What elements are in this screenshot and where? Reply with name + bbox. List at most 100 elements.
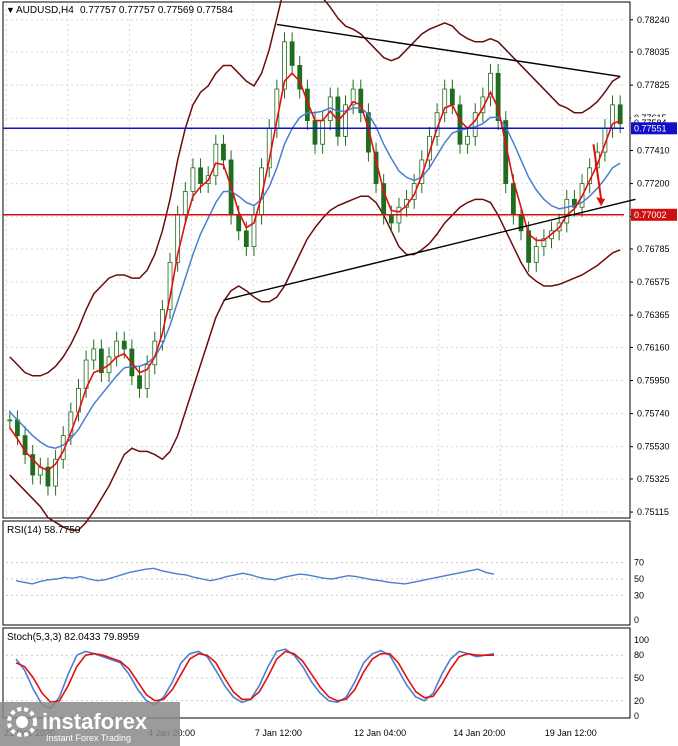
- candle-body: [297, 65, 303, 90]
- time-tick-label: 7 Jan 12:00: [255, 728, 302, 738]
- indicator-tick-label: 80: [634, 650, 644, 660]
- price-tick-label: 0.75115: [637, 507, 669, 517]
- candle-body: [236, 214, 242, 232]
- indicator-tick-label: 50: [634, 673, 644, 683]
- bollinger-lower-line: [9, 195, 621, 531]
- triangle-lower-line: [223, 198, 636, 301]
- stoch-label: Stoch(5,3,3) 82.0433 79.8959: [7, 632, 140, 643]
- candle-body: [198, 167, 203, 184]
- ohlc-label: 0.77757 0.77757 0.77569 0.77584: [80, 5, 233, 16]
- candle-body: [472, 112, 478, 137]
- candle-body: [366, 112, 371, 153]
- candle-body: [45, 466, 51, 487]
- price-tag-resistance: 0.77551: [634, 123, 667, 133]
- price-tag-resistance-bg: [631, 122, 677, 135]
- time-tick-label: 12 Jan 04:00: [354, 728, 406, 738]
- indicator-tick-label: 70: [634, 558, 644, 568]
- candle-body: [449, 88, 455, 106]
- candle-body: [510, 183, 516, 216]
- symbol-label: AUDUSD,H4: [16, 5, 74, 16]
- candle-body: [518, 214, 524, 232]
- candle-body: [343, 104, 348, 137]
- price-axis: 0.782400.780350.778250.776150.774100.772…: [630, 15, 677, 517]
- indicator-tick-label: 20: [634, 696, 644, 706]
- indicator-tick-label: 100: [634, 635, 649, 645]
- logo-gear-icon: [7, 707, 37, 737]
- candle-body: [465, 135, 470, 145]
- candle-body: [388, 214, 394, 224]
- candle-body: [541, 238, 547, 248]
- rsi-panel: [2, 520, 631, 626]
- candle-body: [121, 340, 127, 350]
- price-tag-support-bg: [631, 208, 677, 221]
- candle-body: [617, 104, 623, 125]
- candle-body: [335, 96, 341, 137]
- candle-body: [564, 198, 570, 224]
- candle-body: [7, 419, 13, 422]
- candle-body: [320, 120, 326, 145]
- candle-body: [114, 340, 120, 358]
- candle-body: [488, 72, 493, 98]
- time-tick-label: 14 Jan 20:00: [453, 728, 505, 738]
- ma-fast-line: [9, 72, 621, 472]
- candle-body: [442, 88, 448, 114]
- triangle-pattern: [223, 23, 636, 301]
- candle-body: [137, 375, 142, 389]
- candle-body: [30, 454, 36, 476]
- bollinger-upper-line: [9, 0, 621, 377]
- stoch-d-line: [15, 650, 494, 704]
- rsi-indicator: 70 50 30 0: [6, 558, 644, 625]
- candle-body: [495, 72, 501, 121]
- candle-body: [91, 348, 97, 361]
- forecast-arrow: [592, 144, 606, 207]
- price-tag-support: 0.77002: [634, 210, 667, 220]
- candle-body: [282, 41, 287, 90]
- main-panel: [2, 1, 631, 519]
- candle-body: [350, 88, 356, 106]
- price-tick-label: 0.75325: [637, 474, 670, 484]
- price-tick-label: 0.75950: [637, 376, 670, 386]
- candle-body: [22, 435, 28, 455]
- main-header-arrow: ▼: [6, 5, 15, 15]
- indicator-tick-label: 50: [634, 574, 644, 584]
- candle-body: [182, 191, 188, 216]
- logo-brand: instaforex: [42, 709, 148, 734]
- price-tick-label: 0.77825: [637, 80, 670, 90]
- instaforex-logo: instaforex Instant Forex Trading: [0, 702, 180, 746]
- candle-body: [312, 120, 318, 145]
- price-tick-label: 0.76785: [637, 244, 670, 254]
- ma-slow-line: [9, 107, 621, 450]
- price-tick-label: 0.76365: [637, 310, 670, 320]
- price-tick-label: 0.78035: [637, 47, 670, 57]
- triangle-upper-line: [276, 23, 621, 78]
- candle-body: [221, 143, 226, 161]
- candle-body: [526, 230, 532, 263]
- candle-body: [358, 88, 364, 114]
- price-tick-label: 0.76575: [637, 277, 670, 287]
- candle-body: [572, 198, 577, 208]
- candle-body: [190, 167, 196, 192]
- rsi-line: [15, 567, 495, 585]
- logo-tagline: Instant Forex Trading: [46, 733, 131, 743]
- arrow-head: [596, 197, 606, 207]
- stochastic-indicator: 100 80 50 20 0: [6, 635, 649, 721]
- indicator-tick-label: 30: [634, 590, 644, 600]
- candle-body: [213, 143, 219, 177]
- candle-body: [98, 348, 104, 374]
- indicator-tick-label: 0: [634, 711, 639, 721]
- candle-body: [53, 458, 58, 487]
- candle-body: [289, 41, 295, 66]
- price-tick-label: 0.75740: [637, 409, 670, 419]
- time-tick-label: 19 Jan 12:00: [545, 728, 597, 738]
- rsi-label: RSI(14) 58.7750: [7, 525, 81, 536]
- candle-body: [457, 104, 463, 145]
- price-tick-label: 0.77200: [637, 179, 670, 189]
- price-tick-label: 0.77410: [637, 146, 670, 156]
- candles: [7, 32, 623, 496]
- bollinger-bands: [9, 0, 621, 531]
- price-tick-label: 0.78240: [637, 15, 670, 25]
- candle-body: [533, 246, 539, 263]
- horizontal-levels: [3, 127, 624, 216]
- price-tick-label: 0.76160: [637, 342, 670, 352]
